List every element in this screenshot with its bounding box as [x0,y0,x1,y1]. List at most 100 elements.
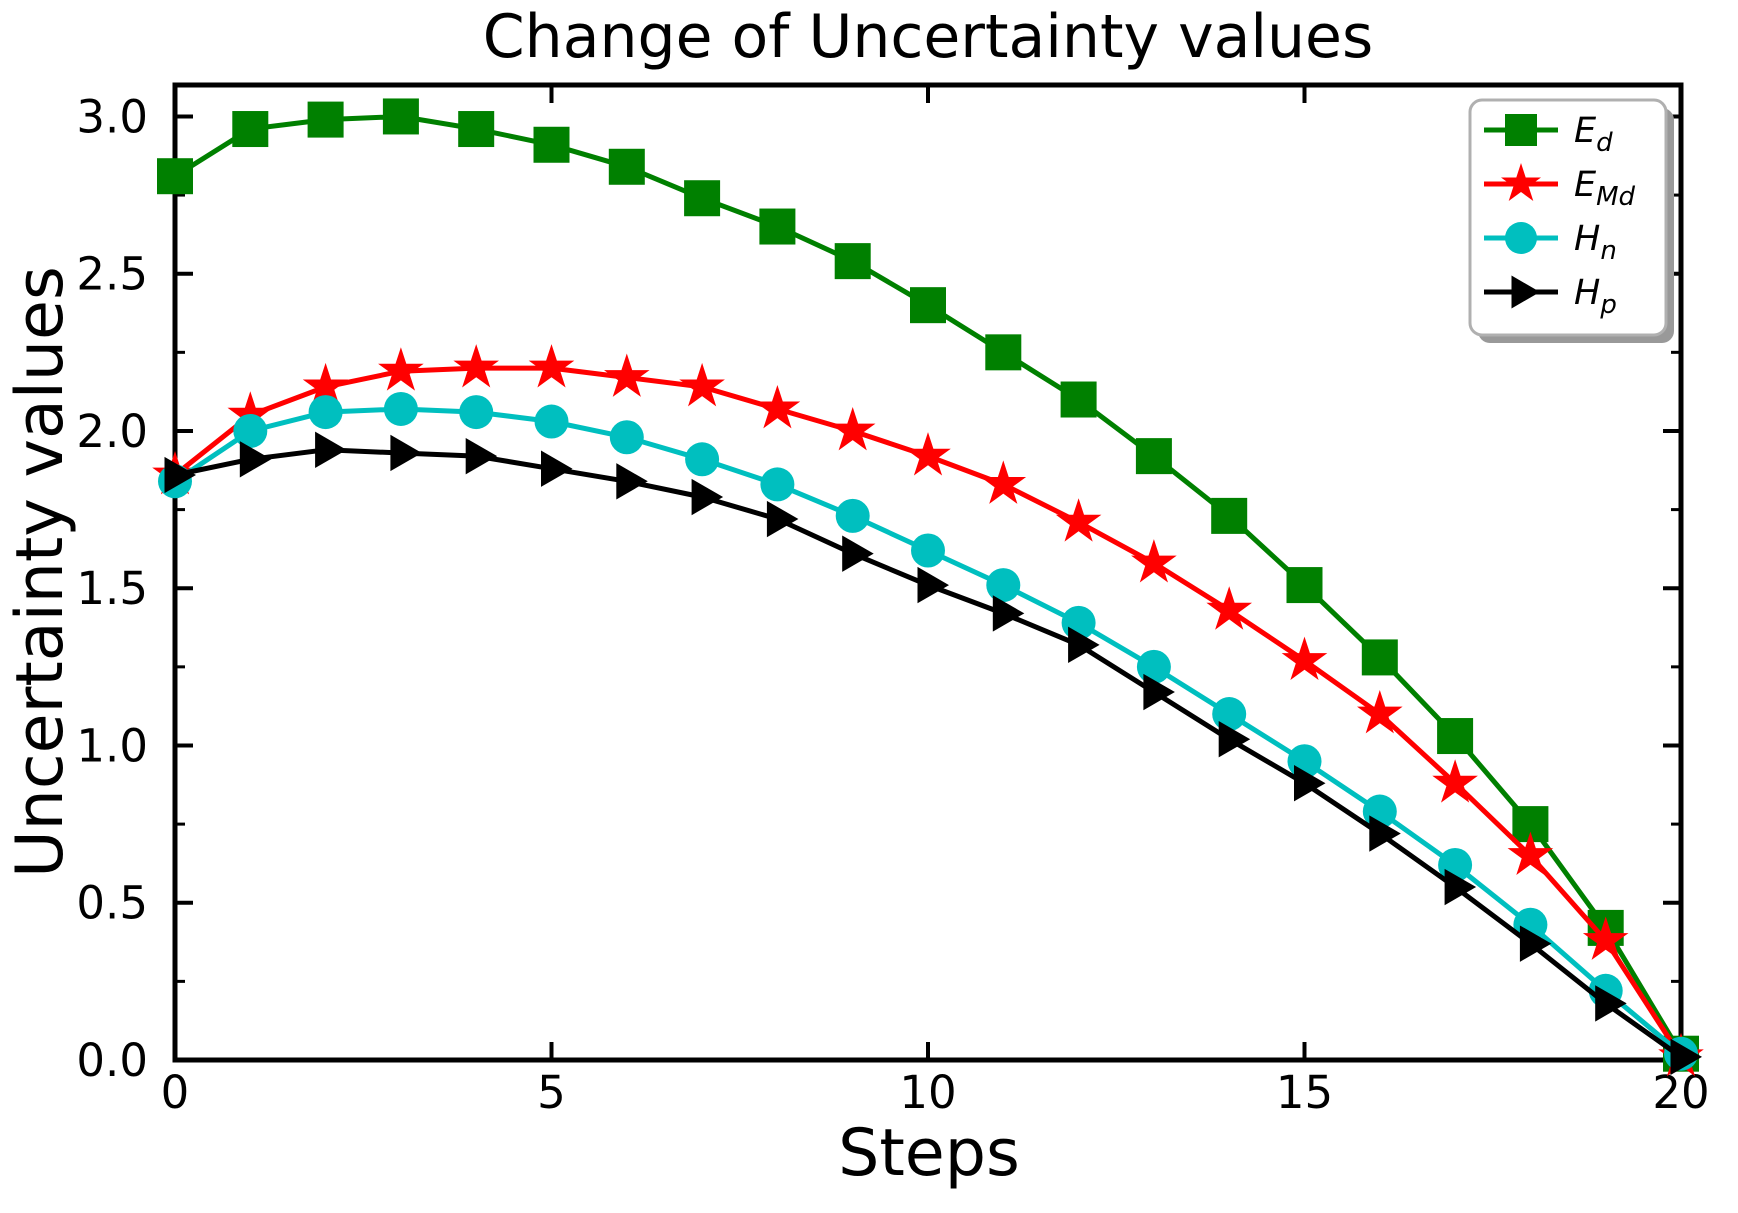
legend-label: Hn [1574,219,1617,266]
data-point-marker [227,391,274,435]
series-line [173,365,1684,1059]
data-point-marker [834,243,871,280]
data-point-marker [1357,690,1403,734]
data-point-marker [390,434,422,472]
data-point-marker [1595,985,1627,1022]
x-tick-label: 15 [1276,1066,1333,1119]
data-point-marker [905,432,951,476]
data-point-marker [980,460,1027,504]
chart-title: Change of Uncertainty values [483,2,1373,72]
data-point-marker [315,431,347,469]
data-point-marker [534,404,569,439]
data-point-marker [308,395,343,430]
data-point-marker [691,478,724,516]
data-point-marker [1055,498,1102,542]
data-point-marker [528,344,575,388]
data-point-marker [1444,868,1477,906]
legend-label: Ed [1574,111,1613,158]
legend-item-H_n: Hn [1484,219,1617,266]
data-series [152,98,1704,1077]
data-point-marker [604,353,650,397]
data-point-marker [1519,925,1552,962]
data-point-marker [1501,163,1541,201]
data-point-marker [679,362,725,407]
data-point-marker [1294,765,1326,802]
data-point-marker [1505,222,1537,254]
data-point-marker [164,456,196,494]
y-tick-label: 0.5 [76,877,148,930]
data-point-marker [383,391,418,426]
data-point-marker [1361,639,1398,676]
data-point-marker [842,535,874,572]
data-point-marker [1369,815,1401,852]
data-point-marker [986,568,1021,603]
data-point-marker [157,158,193,195]
data-point-marker [917,566,949,604]
data-point-marker [453,344,499,388]
series-E_Md [152,344,1704,1077]
x-tick-label: 0 [161,1066,190,1119]
x-tick-label: 10 [899,1066,956,1119]
data-point-marker [302,362,349,407]
y-tick-label: 0.0 [76,1034,148,1087]
data-point-marker [239,441,272,478]
data-point-marker [1131,539,1177,583]
data-point-marker [465,437,498,475]
legend-label: Hp [1574,273,1617,320]
data-point-marker [608,148,645,185]
y-tick-label: 1.0 [76,719,148,772]
data-point-marker [685,442,720,477]
legend-item-E_d: Ed [1484,111,1613,158]
data-point-marker [233,413,268,448]
y-tick-label: 2.5 [76,248,148,301]
data-point-marker [1212,697,1247,732]
data-point-marker [1211,497,1248,534]
data-point-marker [754,385,801,429]
data-point-marker [1136,649,1171,684]
data-point-marker [759,208,796,245]
data-point-marker [835,498,870,533]
data-point-marker [616,463,648,500]
series-H_p [164,431,1702,1076]
data-point-marker [1582,916,1629,960]
data-point-marker [992,595,1025,632]
data-point-marker [1511,275,1540,309]
data-point-marker [766,500,799,538]
data-point-marker [609,420,644,455]
data-point-marker [533,126,570,163]
y-tick-label: 2.0 [76,405,148,458]
legend-label: EMd [1574,165,1636,212]
data-point-marker [1206,586,1252,630]
data-point-marker [382,98,419,135]
legend-box [1468,98,1668,337]
data-point-marker [378,347,424,391]
data-point-marker [1670,1038,1702,1076]
y-tick-label: 1.5 [76,562,148,615]
legend-item-E_Md: EMd [1484,163,1636,212]
data-point-marker [541,450,573,487]
data-point-marker [1286,567,1323,604]
data-point-marker [1437,718,1474,755]
data-point-marker [1143,673,1175,711]
data-point-marker [1281,636,1328,680]
x-tick-labels: 0 5 10 15 20 [161,1066,1710,1119]
y-tick-labels: 0.0 0.5 1.0 1.5 2.0 2.5 3.0 [76,90,148,1087]
data-point-marker [458,111,495,148]
data-point-marker [232,111,269,148]
data-point-marker [307,101,344,138]
data-point-marker [1135,438,1172,475]
data-point-marker [1218,721,1251,758]
data-point-marker [1068,626,1100,664]
data-point-marker [1060,381,1097,418]
data-point-marker [829,407,876,451]
data-point-marker [459,395,494,430]
data-point-marker [684,180,721,217]
x-axis-label: Steps [838,1116,1020,1191]
data-point-marker [1505,114,1537,146]
legend-item-H_p: Hp [1484,273,1617,320]
y-axis-label: Uncertainty values [3,266,78,878]
data-point-marker [760,467,795,502]
data-point-marker [910,287,946,324]
